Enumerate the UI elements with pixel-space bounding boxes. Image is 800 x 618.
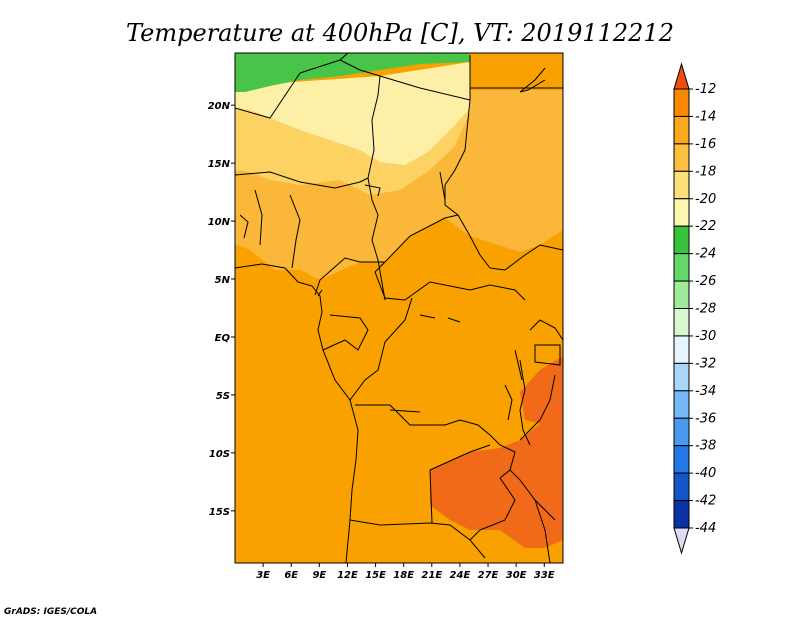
colorbar-label: -20 bbox=[695, 192, 716, 207]
colorbar-segment bbox=[673, 500, 690, 529]
region-warmest-zambia bbox=[430, 408, 563, 548]
colorbar-segment bbox=[673, 198, 690, 227]
colorbar-label: -40 bbox=[695, 466, 716, 481]
x-tick-label: 3E bbox=[256, 570, 270, 581]
colorbar-segment bbox=[673, 335, 690, 364]
colorbar-label: -28 bbox=[695, 302, 716, 317]
y-tick-label: EQ bbox=[215, 333, 231, 344]
x-tick-label: 33E bbox=[534, 570, 555, 581]
colorbar-label: -26 bbox=[695, 274, 716, 289]
plot-frame bbox=[234, 52, 564, 564]
colorbar-label: -18 bbox=[695, 164, 716, 179]
y-tick-label: 5N bbox=[215, 275, 231, 286]
y-tick-label: 5S bbox=[216, 391, 230, 402]
colorbar-segment bbox=[673, 280, 690, 309]
colorbar-segment bbox=[673, 253, 690, 282]
x-tick-label: 30E bbox=[506, 570, 527, 581]
colorbar-label: -22 bbox=[695, 219, 716, 234]
colorbar-segment bbox=[673, 417, 690, 447]
region-east-africa-warm bbox=[520, 356, 563, 425]
colorbar-segment bbox=[673, 143, 690, 172]
colorbar-segment bbox=[673, 390, 690, 419]
colorbar-segment bbox=[673, 308, 690, 337]
y-tick-label: 15N bbox=[208, 159, 231, 170]
grads-credit: GrADS: IGES/COLA bbox=[4, 607, 97, 617]
x-tick-label: 6E bbox=[284, 570, 298, 581]
colorbar-top-arrow bbox=[673, 62, 690, 90]
colorbar-segment bbox=[673, 445, 690, 474]
country-boundaries bbox=[235, 53, 563, 563]
colorbar-label: -34 bbox=[695, 384, 716, 399]
colorbar-label: -42 bbox=[695, 494, 716, 509]
x-tick-label: 27E bbox=[478, 570, 499, 581]
colorbar-label: -16 bbox=[695, 137, 716, 152]
chart-title: Temperature at 400hPa [C], VT: 201911221… bbox=[126, 19, 674, 47]
colorbar: -12 -14 -16 -18 -20 -22 -24 -26 -28 -30 -32 -34 -36 -… bbox=[673, 62, 716, 555]
colorbar-label: -44 bbox=[695, 521, 716, 536]
x-axis: 3E 6E 9E 12E 15E 18E 21E 24E 27E 30E 33E bbox=[256, 563, 555, 581]
colorbar-bottom-arrow bbox=[673, 527, 690, 555]
x-tick-label: 24E bbox=[450, 570, 471, 581]
x-tick-label: 9E bbox=[312, 570, 326, 581]
region-northwest-coldest bbox=[235, 53, 470, 92]
colorbar-label: -14 bbox=[695, 109, 716, 124]
colorbar-label: -38 bbox=[695, 439, 716, 454]
colorbar-segment bbox=[673, 472, 690, 502]
x-tick-label: 18E bbox=[393, 570, 414, 581]
colorbar-label: -36 bbox=[695, 411, 716, 426]
y-tick-label: 10N bbox=[208, 217, 231, 228]
x-tick-label: 12E bbox=[337, 570, 358, 581]
x-tick-label: 21E bbox=[421, 570, 442, 581]
colorbar-label: -24 bbox=[695, 247, 716, 262]
x-tick-label: 15E bbox=[365, 570, 386, 581]
colorbar-label: -30 bbox=[695, 329, 716, 344]
colorbar-label: -12 bbox=[695, 82, 716, 97]
y-tick-label: 20N bbox=[208, 101, 231, 112]
region-sahara-cool bbox=[235, 62, 470, 165]
colorbar-segment bbox=[673, 170, 690, 200]
y-tick-label: 15S bbox=[209, 507, 230, 518]
colorbar-segment bbox=[673, 225, 690, 255]
colorbar-segment bbox=[673, 362, 690, 392]
map-field bbox=[235, 53, 563, 563]
colorbar-label: -32 bbox=[695, 356, 716, 371]
colorbar-segment bbox=[673, 88, 690, 117]
colorbar-segment bbox=[673, 115, 690, 145]
y-tick-label: 10S bbox=[209, 449, 230, 460]
y-axis: 20N 15N 10N 5N EQ 5S 10S 15S bbox=[208, 101, 235, 518]
